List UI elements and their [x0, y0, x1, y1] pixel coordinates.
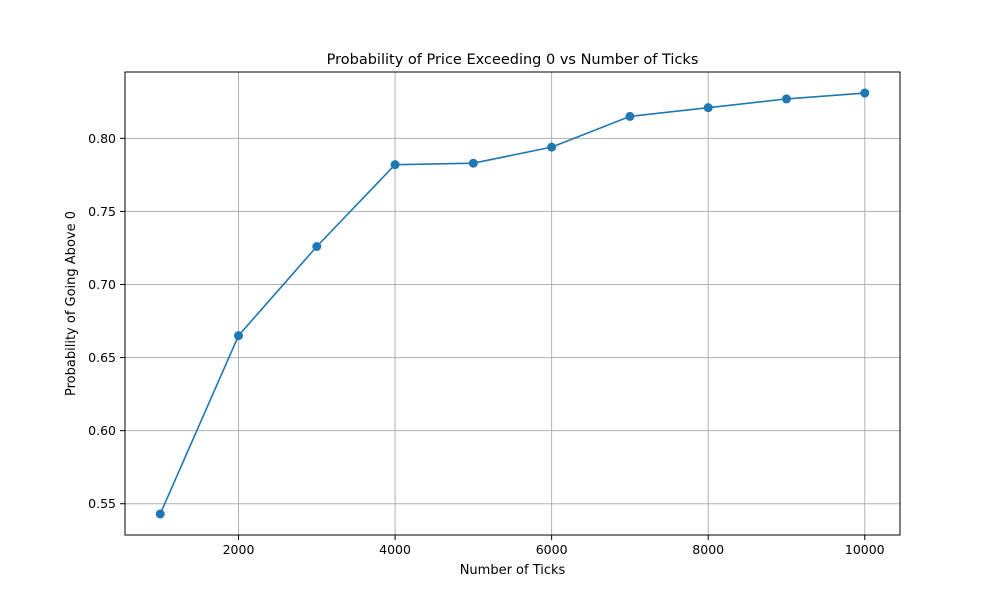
y-tick-label: 0.75: [88, 204, 116, 219]
x-tick-label: 6000: [536, 542, 568, 557]
y-tick-label: 0.70: [88, 277, 116, 292]
y-tick-label: 0.55: [88, 496, 116, 511]
y-tick-label: 0.65: [88, 350, 116, 365]
data-point: [703, 103, 713, 113]
data-point: [547, 142, 557, 152]
plot-frame: [124, 71, 901, 536]
y-axis-ticks: 0.55 0.60 0.65 0.70 0.75 0.80: [88, 131, 125, 511]
x-axis-ticks: 2000 4000 6000 8000 10000: [223, 535, 885, 557]
chart-title: Probability of Price Exceeding 0 vs Numb…: [327, 52, 699, 68]
data-point: [468, 158, 478, 168]
x-tick-label: 4000: [379, 542, 411, 557]
series-layer: [155, 88, 870, 519]
x-tick-label: 10000: [845, 542, 885, 557]
y-axis-label: Probability of Going Above 0: [64, 211, 79, 396]
data-point: [625, 111, 635, 121]
x-tick-label: 2000: [223, 542, 255, 557]
y-tick-label: 0.60: [88, 423, 116, 438]
data-point: [234, 331, 244, 341]
y-tick-label: 0.80: [88, 131, 116, 146]
x-axis-label: Number of Ticks: [460, 563, 566, 578]
x-tick-label: 8000: [692, 542, 724, 557]
data-point: [312, 242, 322, 252]
series-line: [159, 92, 865, 515]
data-point: [860, 88, 870, 98]
data-point: [781, 94, 791, 104]
data-point: [390, 160, 400, 170]
data-point: [155, 509, 165, 519]
